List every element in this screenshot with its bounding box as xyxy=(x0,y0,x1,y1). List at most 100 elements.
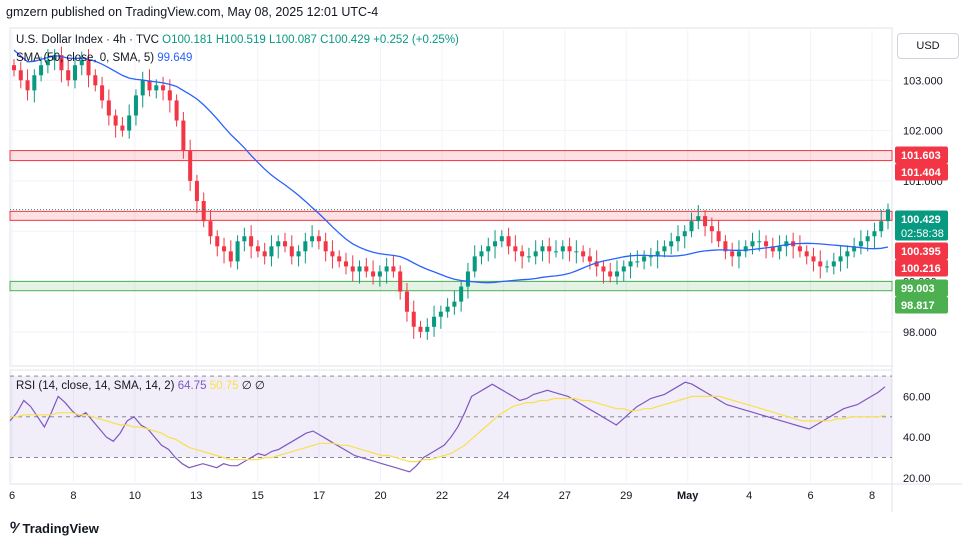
candle-body[interactable] xyxy=(872,231,877,237)
candle-body[interactable] xyxy=(296,251,301,257)
candle-body[interactable] xyxy=(86,60,91,76)
candle-body[interactable] xyxy=(255,246,260,252)
price-tag[interactable] xyxy=(895,163,948,181)
candle-body[interactable] xyxy=(581,251,586,257)
candle-body[interactable] xyxy=(628,261,633,267)
candle-body[interactable] xyxy=(432,316,437,327)
symbol-name[interactable]: U.S. Dollar Index · 4h · TVC xyxy=(16,34,159,46)
candle-body[interactable] xyxy=(262,251,267,257)
candle-body[interactable] xyxy=(757,241,762,243)
candle-body[interactable] xyxy=(459,286,464,302)
candle-body[interactable] xyxy=(39,65,44,76)
candle-body[interactable] xyxy=(235,241,240,262)
candle-body[interactable] xyxy=(716,231,721,242)
candle-body[interactable] xyxy=(709,226,714,232)
candle-body[interactable] xyxy=(486,246,491,252)
candle-body[interactable] xyxy=(316,236,321,242)
candle-body[interactable] xyxy=(337,256,342,262)
candle-body[interactable] xyxy=(520,251,525,257)
candle-body[interactable] xyxy=(764,241,769,247)
candle-body[interactable] xyxy=(161,85,166,91)
candle-body[interactable] xyxy=(357,266,362,272)
candle-body[interactable] xyxy=(526,256,531,258)
resistance-zone[interactable] xyxy=(9,210,893,221)
candle-body[interactable] xyxy=(350,266,355,272)
candle-body[interactable] xyxy=(167,90,172,101)
candle-body[interactable] xyxy=(445,306,450,312)
candle-body[interactable] xyxy=(885,209,891,222)
candle-body[interactable] xyxy=(228,251,233,262)
candle-body[interactable] xyxy=(181,120,186,151)
candle-body[interactable] xyxy=(323,241,328,252)
candle-body[interactable] xyxy=(750,241,755,247)
candle-body[interactable] xyxy=(784,241,789,247)
candle-body[interactable] xyxy=(52,55,57,61)
candle-body[interactable] xyxy=(18,70,23,81)
candle-body[interactable] xyxy=(865,236,870,242)
candle-body[interactable] xyxy=(215,236,220,247)
candle-body[interactable] xyxy=(343,261,349,267)
candle-body[interactable] xyxy=(66,70,71,81)
candle-body[interactable] xyxy=(194,180,199,202)
candle-body[interactable] xyxy=(242,236,247,242)
candle-body[interactable] xyxy=(533,251,538,257)
candle-body[interactable] xyxy=(614,271,620,277)
candle-body[interactable] xyxy=(648,256,653,258)
candle-body[interactable] xyxy=(45,60,50,66)
candle-body[interactable] xyxy=(106,100,111,116)
candle-body[interactable] xyxy=(513,246,518,252)
candle-body[interactable] xyxy=(608,271,613,277)
candle-body[interactable] xyxy=(675,236,680,242)
candle-body[interactable] xyxy=(404,291,409,312)
candle-body[interactable] xyxy=(79,60,84,66)
support-zone[interactable] xyxy=(9,280,893,292)
currency-button[interactable]: USD xyxy=(897,33,959,59)
candle-body[interactable] xyxy=(879,221,884,232)
candle-body[interactable] xyxy=(499,236,504,242)
candle-body[interactable] xyxy=(289,246,294,257)
candle-body[interactable] xyxy=(72,65,77,81)
candle-body[interactable] xyxy=(310,236,315,242)
candle-body[interactable] xyxy=(113,115,118,126)
candle-body[interactable] xyxy=(398,271,403,292)
candle-body[interactable] xyxy=(147,80,152,91)
candle-body[interactable] xyxy=(696,216,701,222)
candle-body[interactable] xyxy=(127,115,132,131)
candle-body[interactable] xyxy=(669,241,674,247)
candle-body[interactable] xyxy=(689,221,694,232)
candle-body[interactable] xyxy=(59,55,64,71)
candle-body[interactable] xyxy=(201,201,206,222)
price-tag[interactable] xyxy=(895,242,948,260)
candle-body[interactable] xyxy=(560,246,565,252)
candle-body[interactable] xyxy=(594,261,599,267)
candle-body[interactable] xyxy=(330,251,335,257)
sma-legend[interactable]: SMA (50, close, 0, SMA, 5) 99.649 xyxy=(16,52,192,64)
candle-body[interactable] xyxy=(662,246,667,252)
candle-body[interactable] xyxy=(391,266,396,272)
candle-body[interactable] xyxy=(838,256,843,262)
candle-body[interactable] xyxy=(574,251,579,253)
candle-body[interactable] xyxy=(777,246,782,252)
candle-body[interactable] xyxy=(723,241,728,252)
candle-body[interactable] xyxy=(472,256,477,272)
candle-body[interactable] xyxy=(438,311,443,317)
candle-body[interactable] xyxy=(804,251,809,257)
candle-body[interactable] xyxy=(377,271,382,277)
candle-body[interactable] xyxy=(93,75,98,86)
candle-body[interactable] xyxy=(249,236,254,247)
candle-body[interactable] xyxy=(140,80,145,96)
price-tag[interactable] xyxy=(895,210,948,241)
resistance-zone[interactable] xyxy=(9,150,893,162)
candle-body[interactable] xyxy=(222,246,227,252)
candle-body[interactable] xyxy=(384,266,389,272)
price-tag[interactable] xyxy=(895,279,948,297)
candle-body[interactable] xyxy=(703,216,708,227)
candle-body[interactable] xyxy=(276,241,281,247)
candle-body[interactable] xyxy=(770,246,775,252)
candle-body[interactable] xyxy=(493,241,498,247)
candle-body[interactable] xyxy=(32,75,37,91)
candle-body[interactable] xyxy=(465,271,470,287)
rsi-legend[interactable]: RSI (14, close, 14, SMA, 14, 2) 64.75 50… xyxy=(16,378,265,392)
rsi-scale[interactable] xyxy=(892,370,962,484)
